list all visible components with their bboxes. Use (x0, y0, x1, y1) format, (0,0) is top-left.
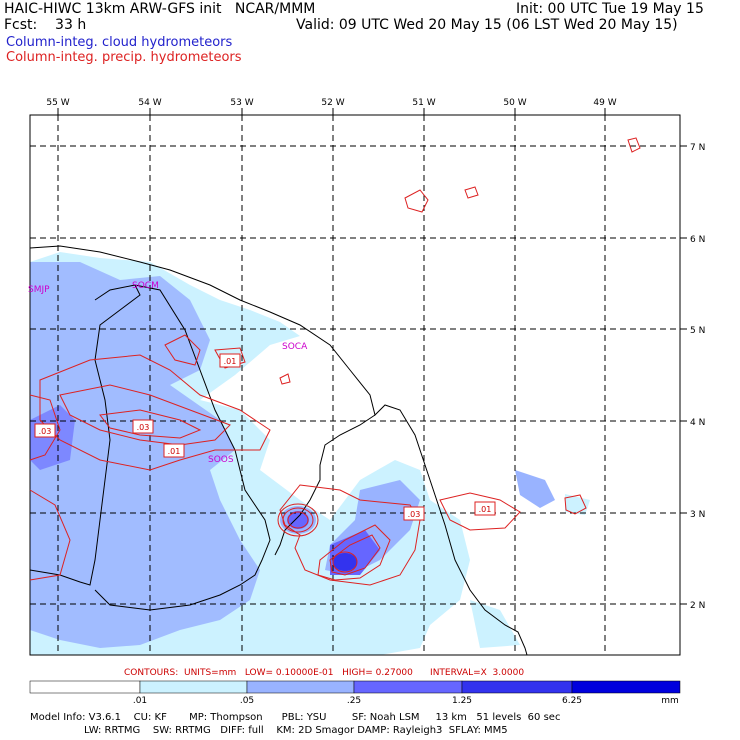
forecast-hour: Fcst: 33 h (4, 17, 87, 33)
frame-ticks (57, 108, 687, 605)
lon-label-52w: 52 W (321, 98, 344, 108)
colorbar-tick: .25 (346, 696, 362, 706)
contour-label: .03 (137, 423, 150, 432)
colorbar-unit: mm (661, 696, 679, 706)
precip-contours (29, 137, 641, 586)
contour-label: .01 (168, 447, 181, 456)
lat-label-5n: 5 N (690, 326, 705, 336)
contours-info: CONTOURS: UNITS=mm LOW= 0.10000E-01 HIGH… (124, 668, 525, 678)
station-smjp: SMJP (28, 285, 50, 295)
station-soos: SOOS (208, 455, 234, 465)
station-labels: SMJP SOCM SOCA SOOS (28, 281, 308, 465)
lon-label-53w: 53 W (230, 98, 253, 108)
field-precip-title: Column-integ. precip. hydrometeors (6, 50, 242, 65)
lat-label-7n: 7 N (690, 143, 705, 153)
contour-label: .03 (39, 427, 52, 436)
colorbar-bin-4 (461, 680, 573, 694)
contour-labels: .01 .03 .03 .01 .03 .01 (34, 353, 496, 521)
colorbar (29, 680, 681, 694)
lat-label-6n: 6 N (690, 235, 705, 245)
lon-label-51w: 51 W (412, 98, 435, 108)
lat-label-3n: 3 N (690, 510, 705, 520)
colorbar-bin-5 (571, 680, 681, 694)
contour-label: .03 (408, 510, 421, 519)
colorbar-tick: .01 (132, 696, 148, 706)
colorbar-bin-2 (246, 680, 355, 694)
model-info-line2: LW: RRTMG SW: RRTMG DIFF: full KM: 2D Sm… (30, 725, 508, 736)
cloud-shading (30, 252, 590, 655)
init-time: Init: 00 UTC Tue 19 May 15 (516, 1, 704, 17)
valid-time: Valid: 09 UTC Wed 20 May 15 (06 LST Wed … (296, 17, 678, 33)
colorbar-bin-3 (353, 680, 463, 694)
coastline-borders (29, 245, 528, 656)
lon-labels: 55 W 54 W 53 W 52 W 51 W 50 W 49 W (46, 98, 616, 108)
colorbar-bin-1 (139, 680, 248, 694)
lat-lon-grid (30, 115, 680, 655)
colorbar-tick: .05 (239, 696, 255, 706)
station-socm: SOCM (132, 281, 159, 291)
lon-label-54w: 54 W (138, 98, 161, 108)
contour-label: .01 (479, 505, 492, 514)
colorbar-bin-0 (29, 680, 141, 694)
colorbar-tick: 6.25 (561, 696, 583, 706)
plot-title: HAIC-HIWC 13km ARW-GFS init NCAR/MMM (4, 1, 316, 17)
contour-label: .01 (224, 357, 237, 366)
station-soca: SOCA (282, 342, 308, 352)
colorbar-tick: 1.25 (451, 696, 473, 706)
lon-label-50w: 50 W (503, 98, 526, 108)
lat-labels: 7 N 6 N 5 N 4 N 3 N 2 N (690, 143, 705, 611)
lon-label-49w: 49 W (593, 98, 616, 108)
lat-label-4n: 4 N (690, 418, 705, 428)
model-info-line1: Model Info: V3.6.1 CU: KF MP: Thompson P… (30, 712, 561, 723)
field-cloud-title: Column-integ. cloud hydrometeors (6, 35, 233, 50)
lat-label-2n: 2 N (690, 601, 705, 611)
map-frame (29, 114, 681, 656)
lon-label-55w: 55 W (46, 98, 69, 108)
